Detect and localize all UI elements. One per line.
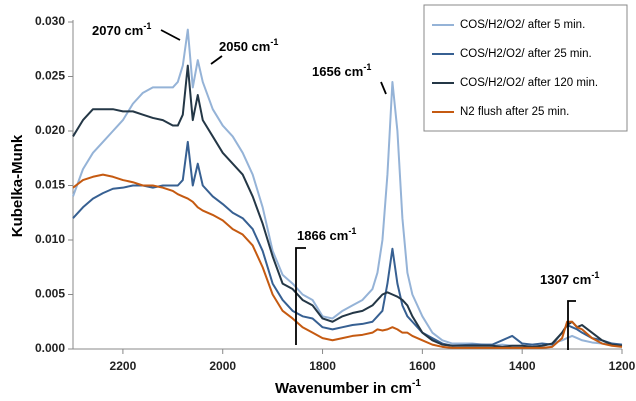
x-axis-label-text: Wavenumber in cm bbox=[275, 380, 412, 397]
legend-box bbox=[423, 4, 628, 132]
y-tick-label: 0.000 bbox=[35, 341, 65, 355]
x-tick-label: 1800 bbox=[309, 359, 336, 373]
legend-label: COS/H2/O2/ after 120 min. bbox=[460, 77, 598, 89]
x-tick-label: 1200 bbox=[609, 359, 636, 373]
x-tick-label: 2200 bbox=[110, 359, 137, 373]
annotation-sup: -1 bbox=[591, 270, 599, 280]
annotation-text: 2070 cm bbox=[92, 23, 143, 38]
annotation-sup: -1 bbox=[270, 37, 278, 47]
y-tick-label: 0.025 bbox=[35, 69, 65, 83]
y-tick-label: 0.005 bbox=[35, 287, 65, 301]
y-tick-label: 0.030 bbox=[35, 14, 65, 28]
x-axis-label-sup: -1 bbox=[412, 378, 421, 389]
annotation: 1866 cm-1 bbox=[297, 226, 356, 243]
y-axis-label: Kubelka-Munk bbox=[9, 134, 26, 237]
annotation-line bbox=[380, 81, 387, 95]
x-tick-label: 1600 bbox=[409, 359, 436, 373]
x-axis-label: Wavenumber in cm-1 bbox=[275, 378, 421, 397]
annotation-text: 2050 cm bbox=[219, 39, 270, 54]
annotation-sup: -1 bbox=[363, 62, 371, 72]
annotation-sup: -1 bbox=[143, 21, 151, 31]
annotation: 2050 cm-1 bbox=[219, 37, 278, 54]
annotation-text: 1307 cm bbox=[540, 272, 591, 287]
annotation: 1656 cm-1 bbox=[312, 62, 371, 79]
series-line bbox=[72, 173, 623, 349]
annotation-line bbox=[295, 247, 306, 345]
annotation-line bbox=[567, 300, 576, 350]
annotation-text: 1866 cm bbox=[297, 228, 348, 243]
annotation-line bbox=[160, 29, 181, 41]
annotation: 1307 cm-1 bbox=[540, 270, 599, 287]
x-tick-label: 2000 bbox=[209, 359, 236, 373]
y-tick-label: 0.015 bbox=[35, 178, 65, 192]
annotation-line bbox=[210, 55, 223, 65]
legend-label: COS/H2/O2/ after 5 min. bbox=[460, 19, 585, 31]
legend-label: COS/H2/O2/ after 25 min. bbox=[460, 48, 592, 60]
annotation: 2070 cm-1 bbox=[92, 21, 151, 38]
annotation-sup: -1 bbox=[348, 226, 356, 236]
y-tick-label: 0.010 bbox=[35, 232, 65, 246]
annotation-text: 1656 cm bbox=[312, 64, 363, 79]
x-tick-label: 1400 bbox=[509, 359, 536, 373]
series-line bbox=[72, 140, 623, 347]
legend-label: N2 flush after 25 min. bbox=[460, 106, 569, 118]
series-line bbox=[72, 64, 623, 348]
y-tick-label: 0.020 bbox=[35, 123, 65, 137]
